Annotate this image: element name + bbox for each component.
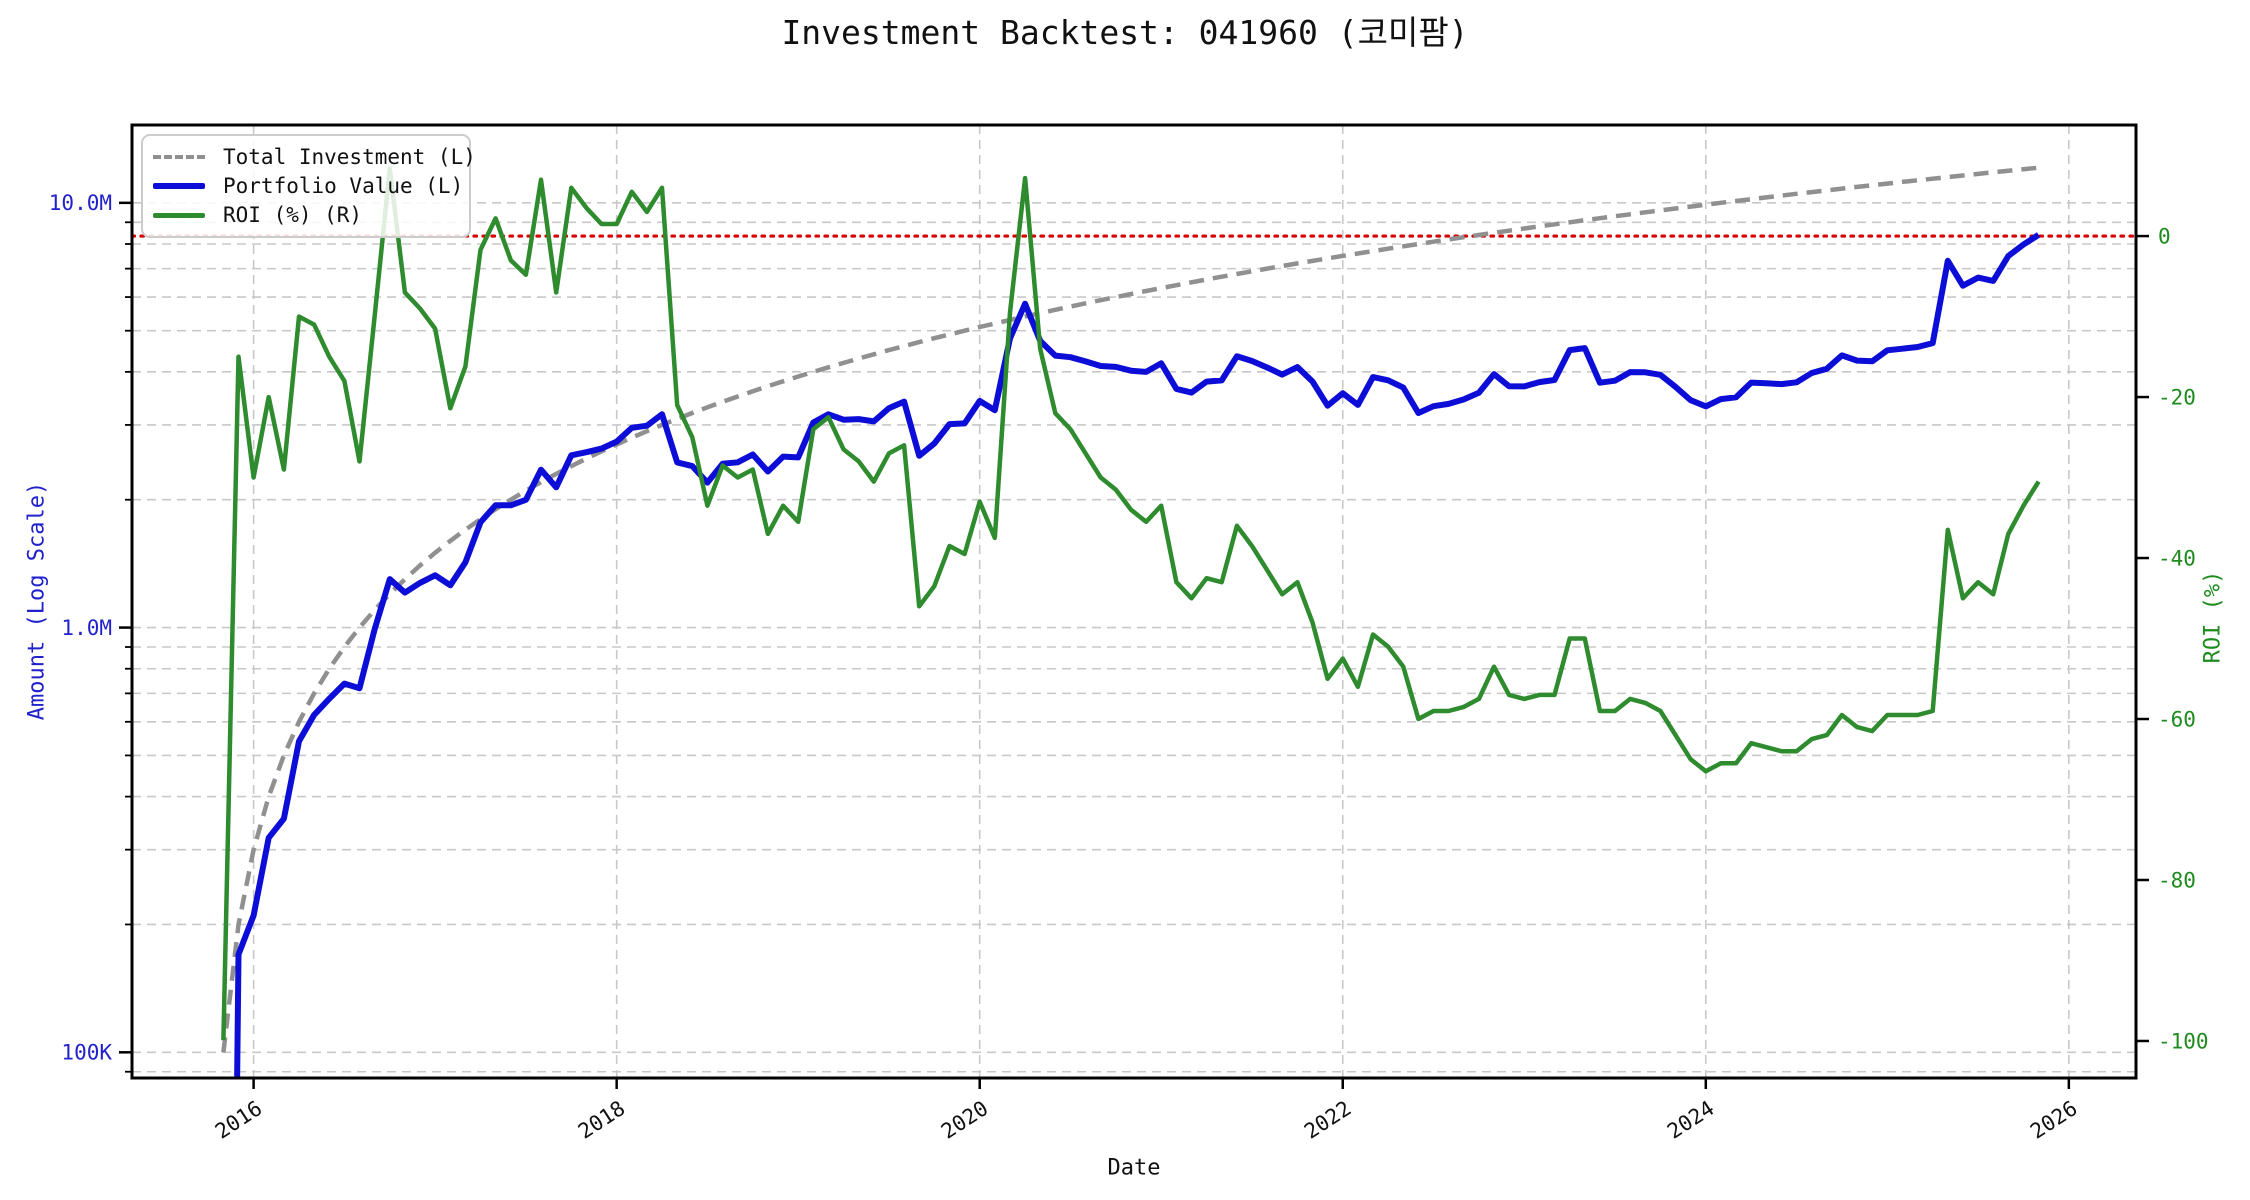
x-tick-label: 2026 bbox=[2026, 1096, 2081, 1144]
x-axis-title: Date bbox=[1107, 1155, 1161, 1181]
x-tick-label: 2024 bbox=[1663, 1096, 1718, 1144]
roi-line bbox=[221, 166, 2041, 1041]
right-tick-label: -80 bbox=[2158, 868, 2196, 892]
right-tick-label: -60 bbox=[2158, 707, 2196, 731]
legend-label: Portfolio Value (L) bbox=[223, 173, 464, 198]
right-tick-label: -20 bbox=[2158, 385, 2196, 409]
x-tick-label: 2020 bbox=[937, 1096, 992, 1144]
right-axis-ticks: 0 -20 -40 -60 -80 -100 bbox=[2136, 224, 2209, 1053]
solid-line-swatch-icon bbox=[153, 212, 205, 218]
x-tick-label: 2022 bbox=[1300, 1096, 1355, 1144]
legend-item-roi: ROI (%) (R) bbox=[153, 201, 459, 230]
total-investment-line bbox=[221, 165, 2039, 1053]
chart-title: Investment Backtest: 041960 (코미팜) bbox=[781, 13, 1469, 52]
x-tick-label: 2016 bbox=[211, 1096, 266, 1144]
axes-spines bbox=[130, 123, 2138, 1080]
portfolio-value-line bbox=[234, 232, 2041, 1078]
grid-lines bbox=[132, 125, 2136, 1078]
right-axis-title: ROI (%) bbox=[2200, 570, 2226, 664]
x-axis-ticks: 2016 2018 2020 2022 2024 2026 bbox=[211, 1078, 2082, 1144]
dashed-line-swatch-icon bbox=[153, 154, 205, 159]
legend-label: Total Investment (L) bbox=[223, 144, 476, 169]
left-tick-label: 1.0M bbox=[61, 616, 112, 640]
x-tick-label: 2018 bbox=[574, 1096, 629, 1144]
solid-line-swatch-icon bbox=[153, 182, 205, 189]
left-axis-ticks: 100K 1.0M 10.0M bbox=[49, 191, 132, 1073]
legend-item-total-investment: Total Investment (L) bbox=[153, 142, 476, 171]
right-tick-label: -40 bbox=[2158, 546, 2196, 570]
left-axis-title: Amount (Log Scale) bbox=[24, 481, 50, 721]
legend-label: ROI (%) (R) bbox=[223, 203, 363, 228]
legend-box: Total Investment (L) Portfolio Value (L)… bbox=[141, 134, 476, 238]
legend-item-portfolio-value: Portfolio Value (L) bbox=[153, 171, 463, 200]
left-tick-label: 10.0M bbox=[49, 191, 112, 215]
left-tick-label: 100K bbox=[61, 1041, 112, 1065]
right-tick-label: 0 bbox=[2158, 224, 2171, 248]
right-tick-label: -100 bbox=[2158, 1029, 2209, 1053]
